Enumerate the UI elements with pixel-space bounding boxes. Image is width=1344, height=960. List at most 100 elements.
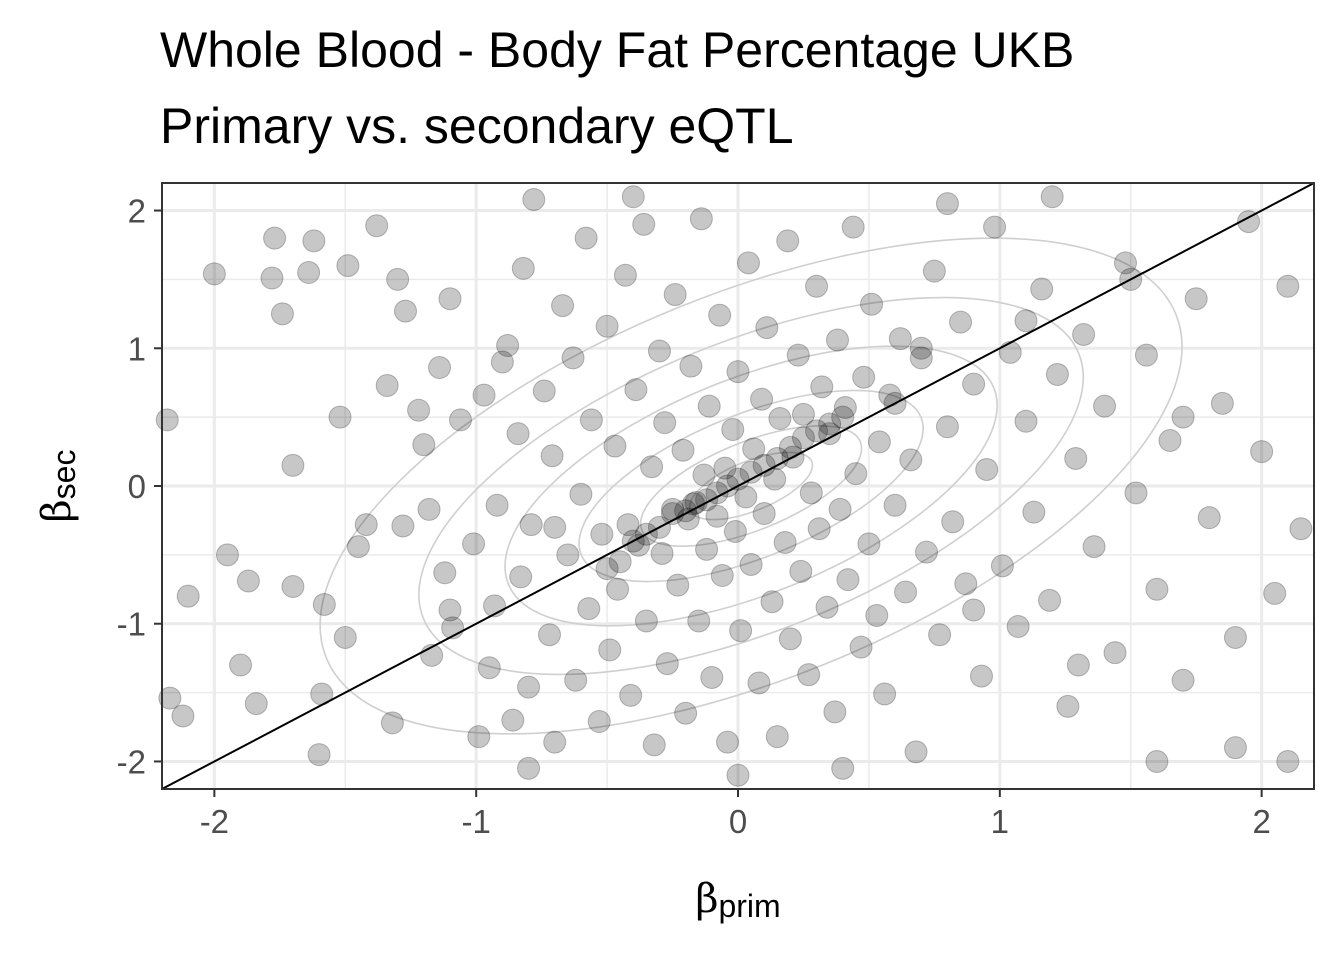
data-point: [621, 185, 645, 209]
data-point: [579, 408, 603, 432]
data-point: [608, 550, 632, 574]
x-tick-label: -1: [462, 803, 491, 840]
data-point: [752, 502, 776, 526]
chart-title: Whole Blood - Body Fat Percentage UKB: [160, 22, 1075, 78]
data-point: [616, 513, 640, 537]
data-point: [312, 592, 336, 616]
data-point: [564, 668, 588, 692]
data-point: [433, 561, 457, 585]
data-point: [679, 354, 703, 378]
data-point: [736, 251, 760, 275]
data-point: [687, 609, 711, 633]
data-point: [805, 274, 829, 298]
data-point: [1040, 185, 1064, 209]
data-point: [765, 725, 789, 749]
data-point: [831, 756, 855, 780]
data-point: [467, 725, 491, 749]
data-point: [860, 292, 884, 316]
data-point: [818, 422, 842, 446]
y-axis-subscript: sec: [46, 450, 82, 500]
data-point: [831, 405, 855, 429]
data-point: [1223, 736, 1247, 760]
data-point: [302, 229, 326, 253]
data-point: [472, 383, 496, 407]
x-axis-title: βprim: [695, 876, 780, 924]
data-point: [438, 287, 462, 311]
data-point: [915, 540, 939, 564]
data-point: [1124, 481, 1148, 505]
data-point: [532, 379, 556, 403]
data-point: [805, 419, 829, 443]
data-point: [663, 283, 687, 307]
data-point: [595, 557, 619, 581]
data-point: [922, 259, 946, 283]
data-point: [747, 671, 771, 695]
data-point: [365, 214, 389, 238]
y-tick-label: 0: [128, 468, 146, 505]
data-point: [776, 229, 800, 253]
data-point: [894, 580, 918, 604]
data-point: [723, 519, 747, 543]
x-tick-label: -2: [200, 803, 229, 840]
data-point: [841, 215, 865, 239]
data-point: [742, 437, 766, 461]
data-point: [962, 598, 986, 622]
data-point: [873, 682, 897, 706]
identity-line: [161, 182, 1315, 790]
data-point: [773, 530, 797, 554]
data-point: [949, 310, 973, 334]
data-point: [1250, 440, 1274, 464]
data-point: [833, 395, 857, 419]
data-point: [689, 207, 713, 231]
data-point: [692, 463, 716, 487]
data-point: [655, 652, 679, 676]
density-contour: [319, 237, 1183, 735]
data-point: [975, 457, 999, 481]
data-point: [375, 373, 399, 397]
data-point: [462, 532, 486, 556]
data-point: [1064, 446, 1088, 470]
data-point: [1210, 391, 1234, 415]
data-point: [763, 467, 787, 491]
data-point: [448, 408, 472, 432]
data-point: [202, 262, 226, 286]
data-point: [417, 497, 441, 521]
data-point: [155, 408, 179, 432]
data-point: [587, 710, 611, 734]
data-point: [823, 700, 847, 724]
data-point: [760, 590, 784, 614]
data-point: [354, 513, 378, 537]
data-point: [695, 537, 719, 561]
data-point: [865, 603, 889, 627]
data-point: [640, 455, 664, 479]
data-point: [386, 267, 410, 291]
data-point: [734, 485, 758, 509]
density-contour: [504, 345, 998, 627]
data-point: [1093, 394, 1117, 418]
data-point: [653, 411, 677, 435]
data-point: [619, 683, 643, 707]
data-point: [244, 692, 268, 716]
data-point: [509, 565, 533, 589]
data-point: [935, 415, 959, 439]
data-point: [569, 482, 593, 506]
y-tick-label: 2: [128, 193, 146, 230]
data-point: [697, 394, 721, 418]
data-point: [407, 398, 431, 422]
data-point: [236, 569, 260, 593]
data-point: [791, 426, 815, 450]
data-point: [815, 595, 839, 619]
data-point: [1237, 210, 1261, 234]
data-point: [428, 356, 452, 380]
data-point: [477, 656, 501, 680]
data-point: [1145, 749, 1169, 773]
data-point: [713, 456, 737, 480]
data-point: [647, 339, 671, 363]
data-point: [941, 510, 965, 534]
data-point: [632, 212, 656, 236]
data-point: [954, 572, 978, 596]
data-point: [551, 294, 575, 318]
data-point: [700, 665, 724, 689]
data-point: [671, 438, 695, 462]
density-contour: [578, 389, 924, 583]
